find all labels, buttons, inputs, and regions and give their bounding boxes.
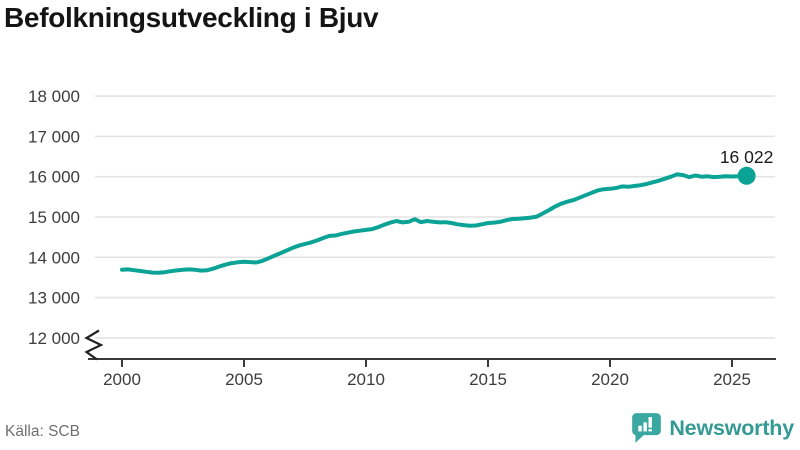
y-axis-tick-label: 15 000 <box>28 208 80 227</box>
y-axis-tick-label: 12 000 <box>28 329 80 348</box>
series-end-dot <box>737 166 756 185</box>
newsworthy-brand: Newsworthy <box>631 412 794 444</box>
source-label: Källa: SCB <box>5 423 80 440</box>
footer: Källa: SCB Newsworthy <box>0 412 800 450</box>
page-title: Befolkningsutveckling i Bjuv <box>4 2 379 33</box>
x-axis-tick-label: 2020 <box>591 370 629 389</box>
newsworthy-speech-bubble-bars-icon <box>632 413 662 443</box>
y-axis-tick-label: 16 000 <box>28 168 80 187</box>
population-series-line <box>120 172 749 275</box>
y-axis-tick-label: 18 000 <box>28 87 80 106</box>
y-axis-tick-label: 13 000 <box>28 289 80 308</box>
brand-name: Newsworthy <box>669 415 794 440</box>
x-axis-tick-label: 2025 <box>713 370 751 389</box>
x-axis-tick-label: 2000 <box>103 370 141 389</box>
series-end-value-label: 16 022 <box>720 147 774 167</box>
x-axis-tick-label: 2015 <box>469 370 507 389</box>
axis-break-icon <box>84 329 104 361</box>
y-axis-tick-label: 14 000 <box>28 248 80 267</box>
x-axis-tick-label: 2005 <box>225 370 263 389</box>
y-axis-tick-label: 17 000 <box>28 127 80 146</box>
x-axis-tick-label: 2010 <box>347 370 385 389</box>
